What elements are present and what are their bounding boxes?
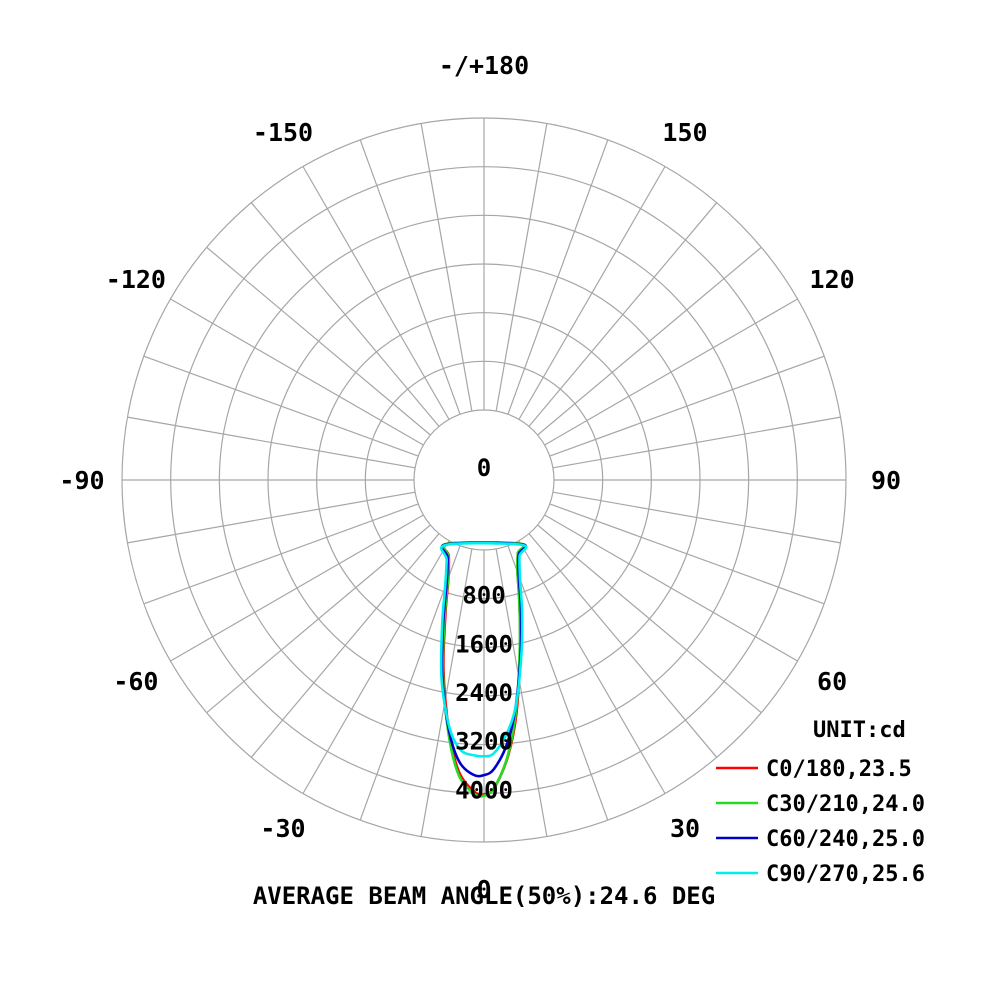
grid-spoke [143,503,419,605]
angle-tick-label: 0 [476,875,491,904]
grid-spoke [250,202,440,427]
radial-tick-label: 800 [462,582,505,610]
series-curve-3 [439,541,528,758]
radial-tick-labels: 0 800 1600 2400 3200 4000 [455,454,513,804]
grid-spoke [528,202,718,427]
angle-tick-label: 150 [662,118,707,147]
angle-tick-label: 30 [670,814,700,843]
legend-label: C60/240,25.0 [766,827,925,852]
grid-spoke [528,533,718,758]
polar-grid [121,117,847,843]
legend: UNIT:cd C0/180,23.5 C30/210,24.0 C60/240,2… [716,718,925,887]
grid-spoke [549,355,825,457]
grid-spoke [302,540,450,794]
grid-spoke [420,123,473,412]
angle-tick-label: 90 [871,466,901,495]
grid-spoke [549,503,825,605]
grid-spoke [302,166,450,420]
angle-tick-label: 120 [810,265,855,294]
grid-spoke [359,545,461,821]
grid-spoke [170,298,424,446]
grid-spoke [420,548,473,837]
grid-spoke [206,524,431,714]
beam-angle-caption: AVERAGE BEAM ANGLE(50%):24.6 DEG [253,882,715,910]
grid-spoke [495,123,548,412]
angle-tick-label: -/+180 [439,51,529,80]
grid-spoke [127,416,416,469]
grid-spoke [507,545,609,821]
grid-spoke [170,514,424,662]
legend-label: C0/180,23.5 [766,757,912,782]
angle-tick-label: -90 [59,466,104,495]
angle-tick-label: -120 [106,265,166,294]
radial-tick-label: 1600 [455,630,513,658]
legend-label: C30/210,24.0 [766,792,925,817]
grid-spoke [206,246,431,436]
grid-spoke [544,514,798,662]
grid-spoke [544,298,798,446]
grid-spoke [537,246,762,436]
radial-tick-label: 3200 [455,728,513,756]
unit-label: UNIT:cd [813,718,906,743]
grid-spoke [127,491,416,544]
angle-tick-label: -30 [260,814,305,843]
angle-tick-label: -150 [253,118,313,147]
grid-spoke [495,548,548,837]
radial-tick-label: 2400 [455,679,513,707]
angle-tick-label: 60 [817,667,847,696]
grid-spoke [507,139,609,415]
radial-tick-label: 4000 [455,776,513,804]
angle-tick-label: -60 [113,667,158,696]
angle-tick-labels: 0 30 60 90 120 150 -/+180 -150 -120 -90 -60 -30 [59,51,901,904]
legend-label: C90/270,25.6 [766,862,925,887]
grid-spoke [250,533,440,758]
grid-spoke [552,491,841,544]
series-curves [439,541,528,798]
grid-spoke [552,416,841,469]
grid-spoke [518,540,666,794]
grid-spoke [518,166,666,420]
grid-spoke [143,355,419,457]
grid-spoke [537,524,762,714]
radial-tick-label: 0 [477,454,491,482]
grid-spoke [359,139,461,415]
